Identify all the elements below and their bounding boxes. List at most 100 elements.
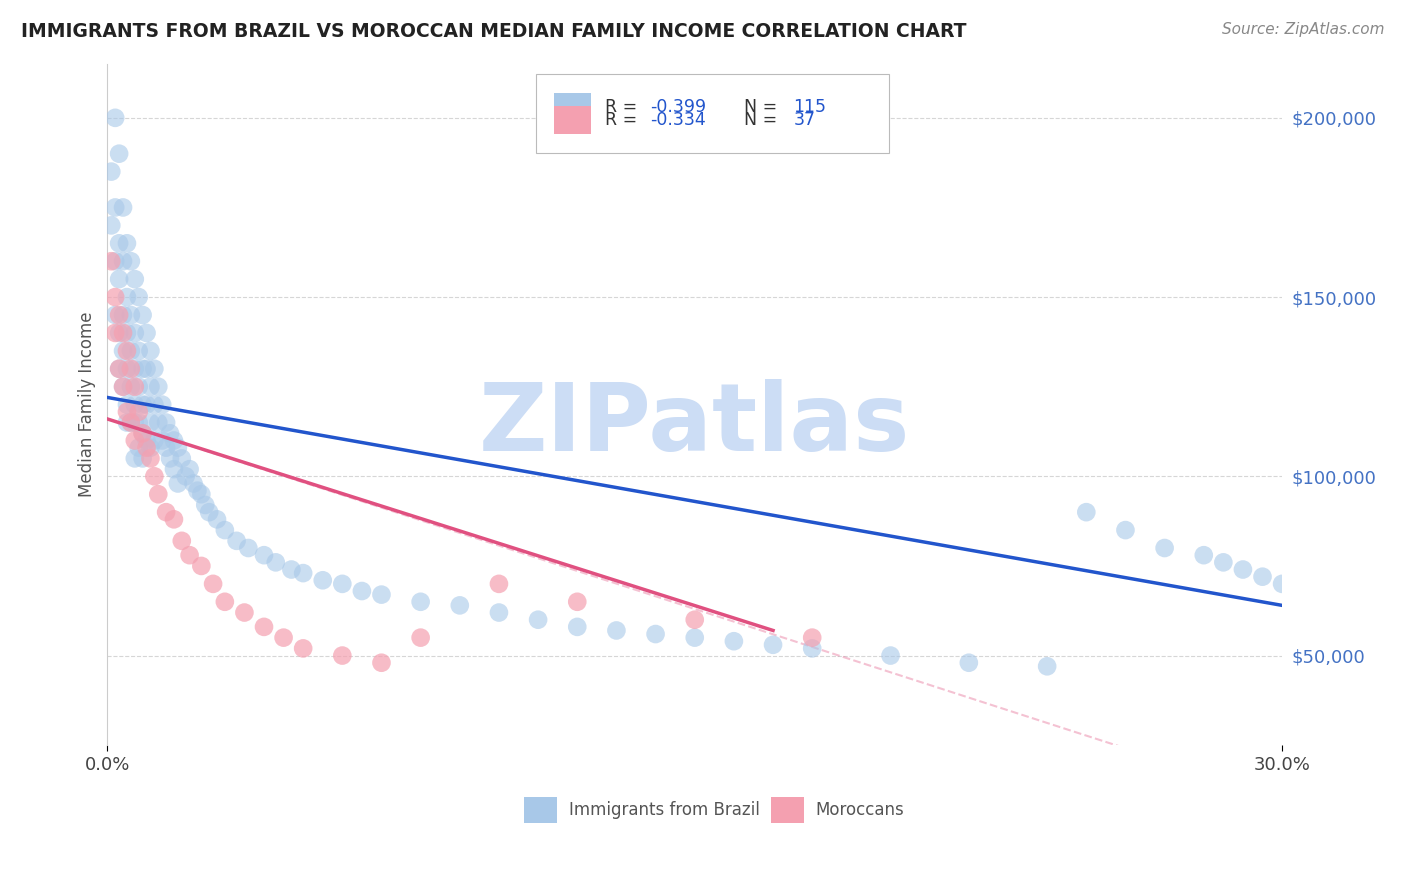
Point [214,595,236,609]
Point [238,541,260,555]
Point [104,326,127,340]
Point [108,146,131,161]
Point [1368,613,1391,627]
Point [1388,620,1406,634]
Point [370,656,392,670]
Point [167,476,190,491]
Point [273,631,295,645]
Point [139,416,162,430]
Point [449,599,471,613]
Point [148,380,170,394]
Point [124,380,146,394]
Point [163,434,186,448]
Point [120,416,142,430]
Point [108,236,131,251]
Point [120,343,142,358]
Point [135,326,157,340]
Point [1330,599,1353,613]
Point [186,483,208,498]
Point [131,398,153,412]
Point [488,606,510,620]
Point [312,574,335,588]
Point [1076,505,1098,519]
Point [100,164,122,178]
Point [104,290,127,304]
Point [135,361,157,376]
Point [644,627,666,641]
Point [124,416,146,430]
Point [115,236,138,251]
Point [120,254,142,268]
Point [148,487,170,501]
Point [108,326,131,340]
Point [1036,659,1059,673]
Point [143,398,166,412]
Point [233,606,256,620]
Point [155,416,177,430]
Point [112,201,135,215]
Point [409,631,432,645]
FancyBboxPatch shape [554,94,592,120]
Point [108,308,131,322]
Point [104,201,127,215]
Point [330,648,353,663]
Text: R =: R = [606,98,643,116]
FancyBboxPatch shape [770,797,804,822]
Point [683,613,706,627]
Point [292,641,315,656]
Point [108,272,131,286]
Point [112,380,135,394]
Point [139,441,162,455]
Point [124,451,146,466]
FancyBboxPatch shape [524,797,557,822]
Point [253,620,276,634]
Point [567,620,589,634]
Point [131,426,153,441]
Point [527,613,550,627]
Point [143,361,166,376]
FancyBboxPatch shape [536,74,889,153]
Text: Source: ZipAtlas.com: Source: ZipAtlas.com [1222,22,1385,37]
Point [120,380,142,394]
Point [253,548,276,562]
Point [155,441,177,455]
Point [409,595,432,609]
Point [104,111,127,125]
Point [115,398,138,412]
Point [135,434,157,448]
Point [112,326,135,340]
Text: -0.334: -0.334 [650,111,706,129]
Point [179,548,201,562]
Point [567,595,589,609]
Point [108,361,131,376]
Point [762,638,785,652]
Point [723,634,745,648]
Point [100,254,122,268]
Point [120,361,142,376]
Point [683,631,706,645]
Point [264,555,287,569]
Point [1271,577,1294,591]
Point [1114,523,1136,537]
Point [120,308,142,322]
Point [139,380,162,394]
Point [801,641,824,656]
Point [292,566,315,580]
Point [179,462,201,476]
Point [170,533,193,548]
Point [1350,606,1372,620]
Point [190,487,212,501]
Point [112,254,135,268]
Text: Immigrants from Brazil: Immigrants from Brazil [569,801,759,819]
Point [198,505,221,519]
Point [115,405,138,419]
Point [957,656,980,670]
Point [124,434,146,448]
FancyBboxPatch shape [554,106,592,134]
Point [163,512,186,526]
Point [124,361,146,376]
Point [124,398,146,412]
Point [112,308,135,322]
Point [330,577,353,591]
Point [131,426,153,441]
